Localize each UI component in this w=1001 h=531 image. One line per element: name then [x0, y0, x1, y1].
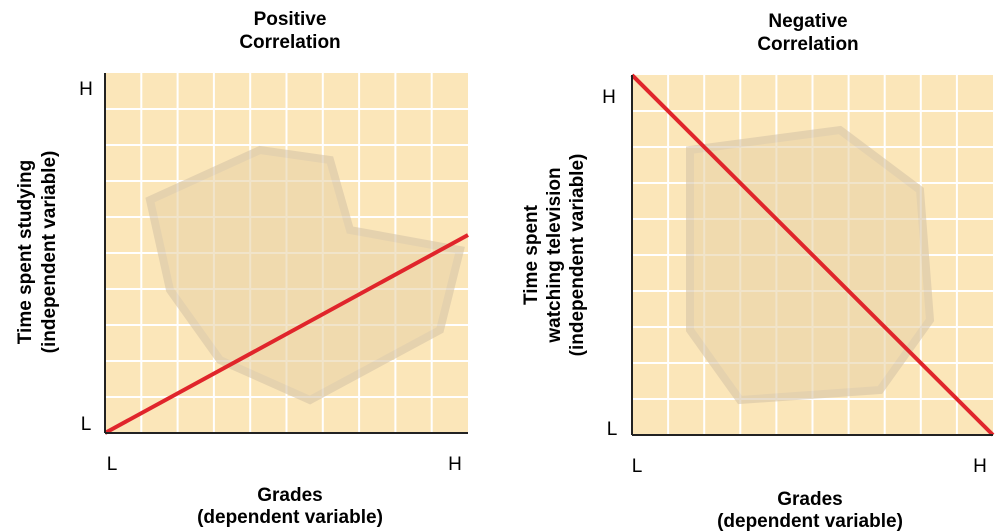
x-label: (dependent variable) — [197, 507, 383, 528]
x-label: Grades — [257, 485, 322, 506]
x-label: (dependent variable) — [717, 511, 903, 531]
title: Correlation — [757, 34, 858, 55]
y-label: watching television — [544, 167, 565, 343]
y-label: (independent variable) — [39, 151, 60, 354]
title: Positive — [254, 9, 327, 30]
y-label: Time spent — [521, 204, 542, 305]
y-label: (independent variable) — [567, 154, 588, 357]
y-label: Time spent studying — [15, 160, 36, 344]
x-high: H — [448, 454, 462, 475]
title: Correlation — [239, 32, 340, 53]
x-low: L — [107, 454, 118, 475]
positive-panel: Positive Correlation Time spent studying… — [15, 9, 468, 528]
y-low: L — [607, 419, 618, 440]
x-label: Grades — [777, 489, 842, 510]
diagram: Positive Correlation Time spent studying… — [0, 0, 1001, 531]
x-high: H — [973, 456, 987, 477]
negative-panel: Negative Correlation Time spent watching… — [521, 11, 993, 531]
y-high: H — [602, 87, 616, 108]
title: Negative — [768, 11, 847, 32]
y-low: L — [81, 414, 92, 435]
y-high: H — [79, 79, 93, 100]
x-low: L — [632, 456, 643, 477]
